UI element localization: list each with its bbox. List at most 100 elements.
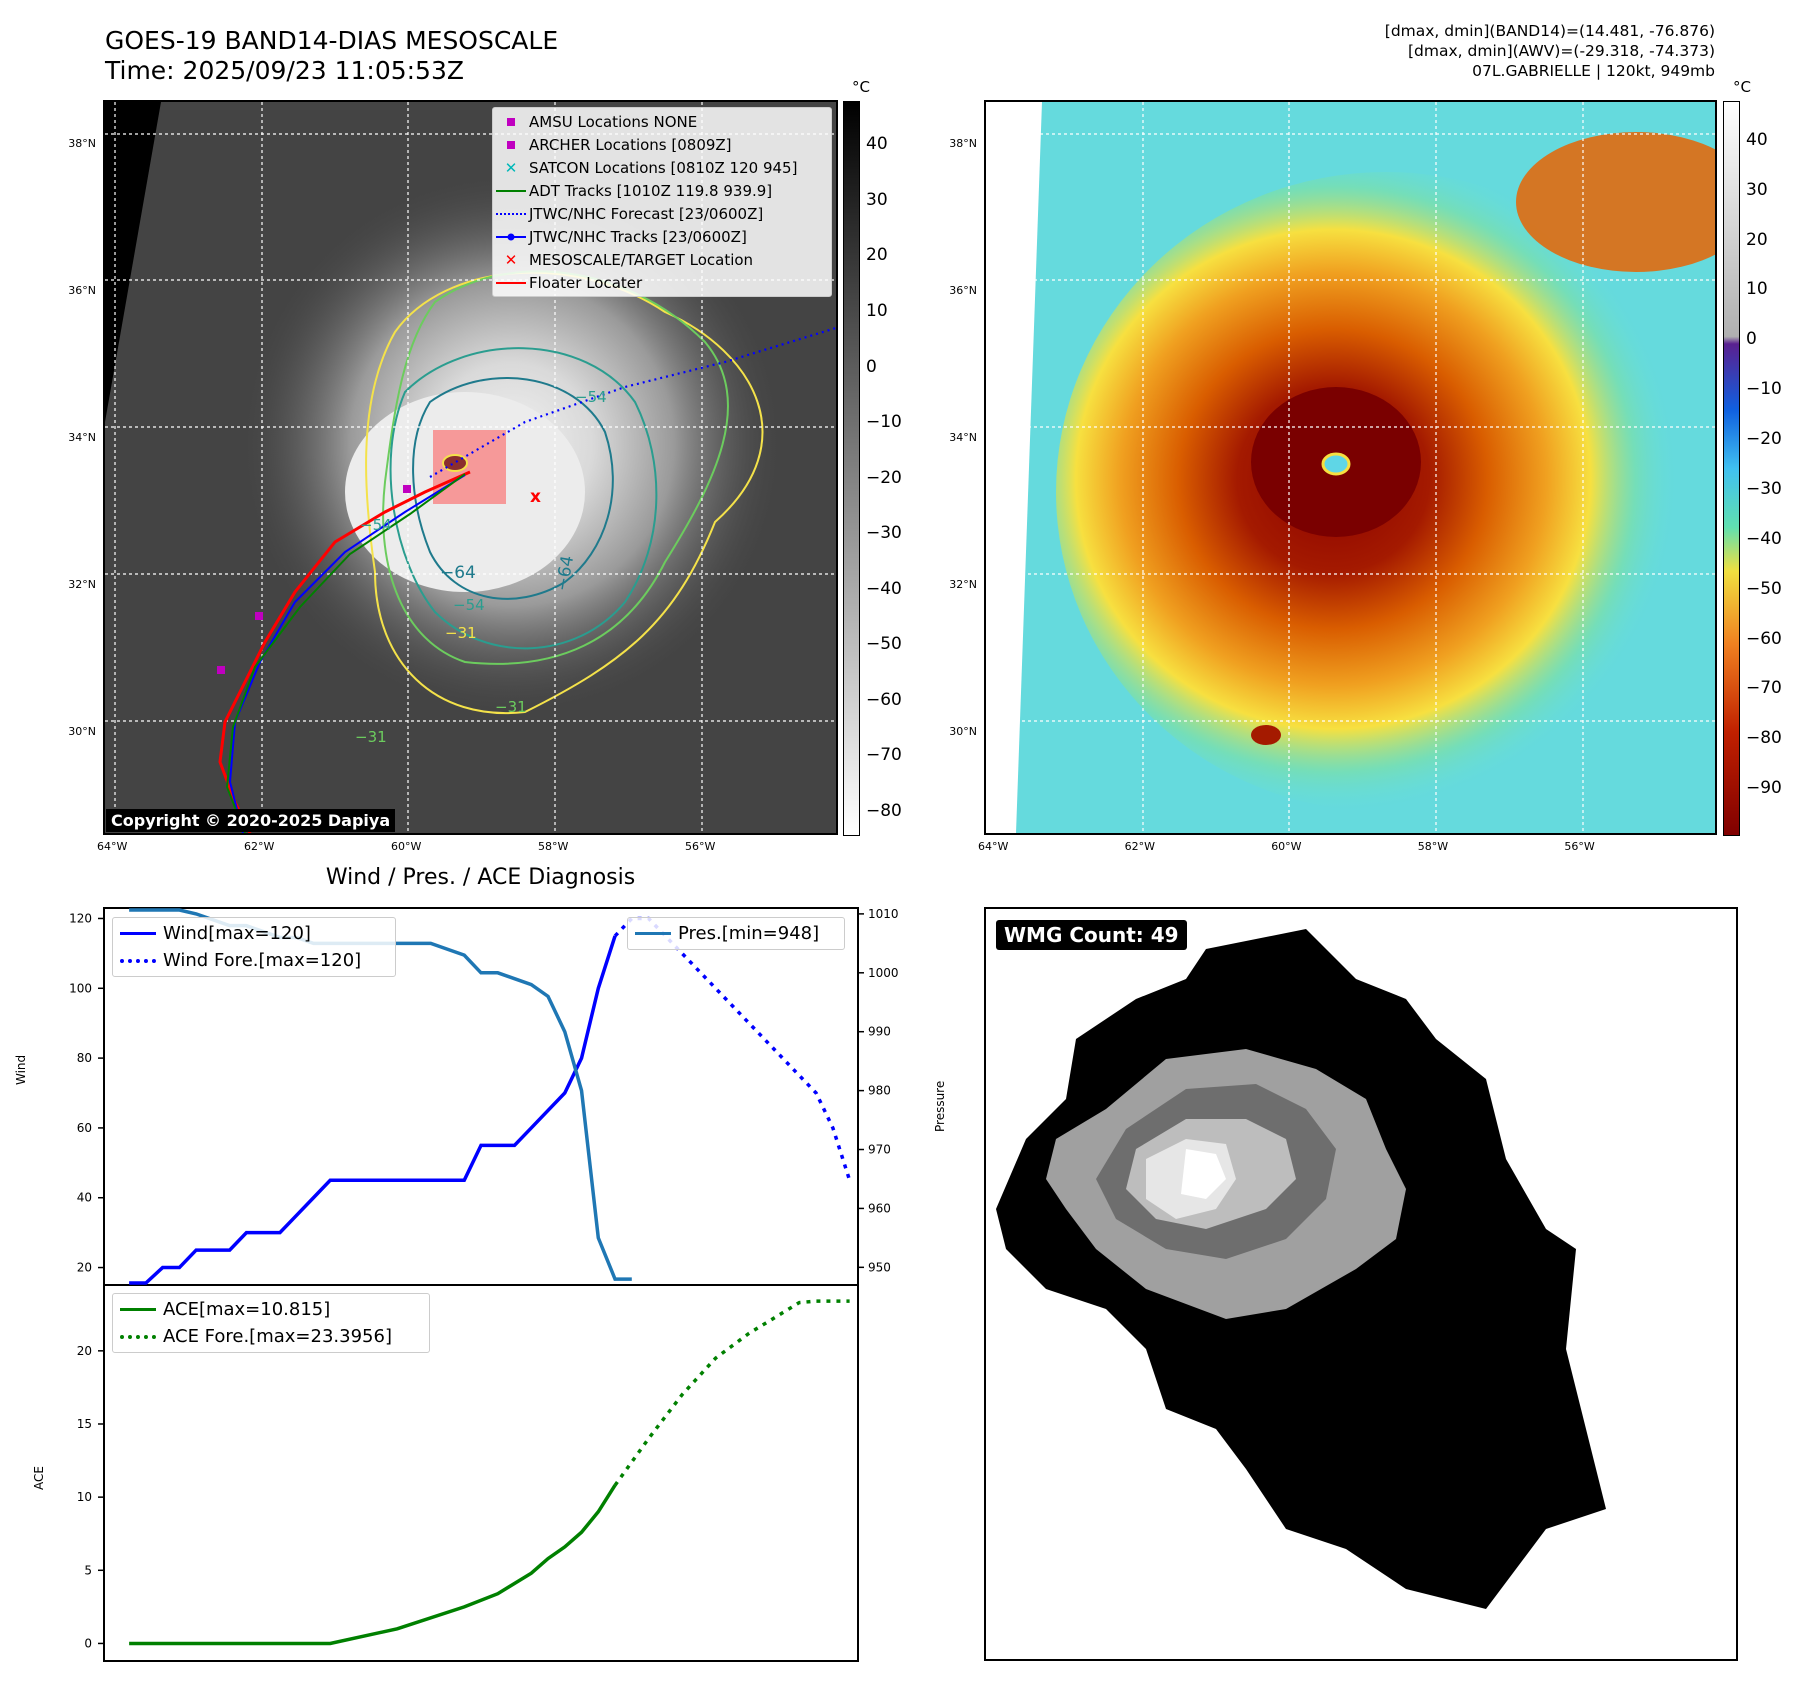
y-tick-label: 20 (77, 1344, 92, 1358)
contour-label: −54 (575, 388, 607, 406)
legend-item-amsu: AMSU Locations NONE (493, 110, 831, 133)
colorbar-tick-label: −50 (1746, 578, 1782, 599)
y-tick-label: 950 (868, 1260, 891, 1274)
pressure-axis-label: Pressure (933, 1080, 947, 1132)
y-tick-label: 20 (77, 1261, 92, 1275)
x-mark-icon: ✕ (504, 250, 518, 269)
legend-label: MESOSCALE/TARGET Location (529, 250, 754, 269)
legend-item-ace: ACE[max=10.815] (113, 1296, 429, 1323)
y-tick-label: 960 (868, 1201, 891, 1215)
colorbar-tick-label: −50 (866, 634, 902, 655)
line-icon (628, 932, 678, 935)
legend-label: ACE Fore.[max=23.3956] (163, 1326, 392, 1347)
lat-tick-label: 36°N (68, 284, 96, 298)
lat-tick-label: 30°N (949, 725, 977, 739)
series-line-wind-max-120- (129, 935, 617, 1285)
diagnosis-title: Wind / Pres. / ACE Diagnosis (325, 865, 636, 890)
ace-legend: ACE[max=10.815] ACE Fore.[max=23.3956] (112, 1293, 430, 1353)
colorbar-tick-label: 0 (866, 356, 877, 377)
legend-label: SATCON Locations [0810Z 120 945] (529, 158, 798, 177)
right-color-map (984, 100, 1717, 835)
contour-label: −54 (360, 516, 392, 534)
colorbar-tick-label: −70 (1746, 678, 1782, 699)
legend-item-tracks: JTWC/NHC Tracks [23/0600Z] (493, 225, 831, 248)
right-map-lon-ticks: 64°W 62°W 60°W 58°W 56°W (978, 840, 1717, 860)
wmg-count-badge: WMG Count: 49 (996, 920, 1187, 950)
colorbar-tick-label: 40 (866, 134, 888, 155)
left-map-lon-ticks: 64°W 62°W 60°W 58°W 56°W (97, 840, 838, 860)
colorbar-tick-label: 30 (866, 189, 888, 210)
wmg-panel: WMG Count: 49 (984, 907, 1738, 1661)
line-icon (113, 932, 163, 935)
wind-legend: Wind[max=120] Wind Fore.[max=120] (112, 917, 396, 977)
legend-item-forecast: JTWC/NHC Forecast [23/0600Z] (493, 202, 831, 225)
colorbar-tick-label: −30 (866, 523, 902, 544)
left-ir-map: x −64 −64 −54 −54 −31 −31 −31 −54 AMSU L… (103, 100, 838, 835)
colorbar-tick-label: −60 (866, 689, 902, 710)
svg-text:x: x (530, 487, 541, 507)
legend-item-satcon: ✕ SATCON Locations [0810Z 120 945] (493, 156, 831, 179)
contour-label: −31 (495, 698, 527, 716)
y-tick-label: 80 (77, 1051, 92, 1065)
legend-item-target: ✕ MESOSCALE/TARGET Location (493, 248, 831, 271)
lat-tick-label: 34°N (949, 431, 977, 445)
pressure-legend: Pres.[min=948] (627, 917, 845, 950)
legend-item-adt: ADT Tracks [1010Z 119.8 939.9] (493, 179, 831, 202)
wind-axis-label: Wind (14, 1054, 28, 1085)
right-colorbar-unit: °C (1733, 78, 1751, 96)
right-colorbar-ticks: 40 30 20 10 0 −10 −20 −30 −40 −50 −60 −70 −80 −90 (1746, 101, 1797, 834)
right-color-map-graphic (986, 102, 1715, 833)
line-icon (113, 1308, 163, 1311)
figure-title-line1: GOES-19 BAND14-DIAS MESOSCALE (105, 26, 559, 55)
lon-tick-label: 64°W (97, 840, 128, 853)
wmg-graphic (986, 909, 1736, 1659)
copyright-badge: Copyright © 2020-2025 Dapiya (106, 809, 396, 832)
legend-label: Floater Locater (529, 273, 643, 292)
colorbar-tick-label: 0 (1746, 329, 1757, 350)
colorbar-tick-label: −40 (866, 578, 902, 599)
right-map-lat-ticks: 38°N 36°N 34°N 32°N 30°N (921, 100, 981, 835)
ace-axis-label: ACE (32, 1466, 46, 1490)
colorbar-tick-label: 20 (1746, 229, 1768, 250)
meta-storm-info: 07L.GABRIELLE | 120kt, 949mb (1472, 62, 1715, 80)
y-tick-label: 990 (868, 1025, 891, 1039)
legend-item-ace-fore: ACE Fore.[max=23.3956] (113, 1323, 429, 1350)
contour-label: −31 (355, 728, 387, 746)
y-tick-label: 10 (77, 1490, 92, 1504)
colorbar-tick-label: 20 (866, 245, 888, 266)
dotted-line-icon (493, 212, 529, 215)
colorbar-tick-label: −70 (866, 745, 902, 766)
colorbar-tick-label: −80 (866, 800, 902, 821)
lon-tick-label: 62°W (244, 840, 275, 853)
right-colorbar (1723, 101, 1740, 836)
lat-tick-label: 36°N (949, 284, 977, 298)
line-icon (493, 189, 529, 192)
legend-label: JTWC/NHC Forecast [23/0600Z] (529, 204, 764, 223)
line-dot-icon (493, 233, 529, 241)
colorbar-tick-label: −10 (866, 412, 902, 433)
lat-tick-label: 38°N (68, 137, 96, 151)
colorbar-tick-label: −20 (866, 467, 902, 488)
colorbar-tick-label: −40 (1746, 528, 1782, 549)
legend-label: Wind[max=120] (163, 923, 311, 944)
colorbar-tick-label: −20 (1746, 429, 1782, 450)
lat-tick-label: 34°N (68, 431, 96, 445)
legend-label: ARCHER Locations [0809Z] (529, 135, 732, 154)
series-line-wind-fore-max-120- (613, 916, 852, 1181)
legend-item-archer: ARCHER Locations [0809Z] (493, 133, 831, 156)
legend-label: ACE[max=10.815] (163, 1299, 331, 1320)
square-icon (493, 140, 529, 149)
lon-tick-label: 58°W (1417, 840, 1449, 853)
legend-item-pres: Pres.[min=948] (628, 920, 844, 947)
series-line-ace-max-10-815- (129, 1484, 617, 1646)
colorbar-tick-label: 40 (1746, 129, 1768, 150)
y-tick-label: 120 (69, 911, 92, 925)
lat-tick-label: 38°N (949, 137, 977, 151)
contour-label: −54 (453, 596, 485, 614)
y-tick-label: 0 (84, 1636, 92, 1650)
colorbar-tick-label: 30 (1746, 179, 1768, 200)
colorbar-tick-label: −10 (1746, 379, 1782, 400)
meta-band14-range: [dmax, dmin](BAND14)=(14.481, -76.876) (1384, 22, 1715, 40)
lon-tick-label: 60°W (1271, 840, 1302, 853)
line-icon (493, 281, 529, 284)
